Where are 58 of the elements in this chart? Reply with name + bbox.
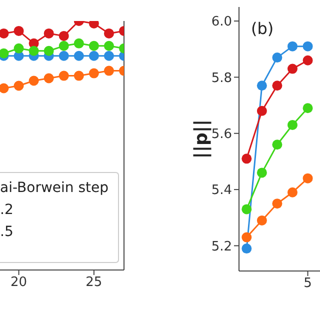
point — [272, 140, 282, 150]
point — [28, 76, 39, 86]
y-tick-label: 5.6 — [211, 127, 232, 142]
point — [58, 70, 69, 81]
point — [287, 120, 298, 130]
point — [302, 103, 313, 114]
point — [44, 46, 54, 56]
point — [0, 83, 9, 94]
point — [0, 48, 9, 58]
point — [44, 73, 54, 84]
point — [302, 41, 313, 52]
point — [242, 244, 252, 254]
point — [287, 187, 298, 198]
point — [74, 70, 84, 81]
point — [242, 204, 252, 214]
point — [256, 80, 267, 91]
x-tick-label: 25 — [86, 275, 102, 290]
point — [28, 46, 39, 56]
point — [256, 168, 267, 178]
y-axis-title: ||p|| — [191, 119, 212, 159]
annotation: .2 — [0, 201, 14, 220]
point — [58, 30, 69, 41]
y-tick-label: 6.0 — [211, 14, 232, 30]
x-tick-label: 5 — [304, 276, 312, 292]
point — [104, 66, 114, 76]
point — [74, 38, 84, 48]
point — [242, 154, 252, 164]
point — [242, 232, 252, 242]
point — [104, 28, 114, 38]
point — [104, 50, 114, 61]
x-tick-label: 20 — [10, 275, 28, 290]
point — [287, 64, 298, 74]
point — [272, 52, 282, 63]
point — [0, 28, 9, 38]
y-tick-label: 5.4 — [211, 183, 232, 198]
annotation: ai-Borwein step — [0, 179, 109, 198]
point — [302, 55, 313, 66]
annotation: (b) — [251, 19, 274, 38]
point — [256, 215, 267, 226]
y-tick-label: 5.8 — [211, 70, 232, 86]
point — [44, 28, 54, 38]
point — [256, 106, 267, 116]
point — [302, 173, 313, 184]
point — [272, 198, 282, 209]
point — [58, 50, 69, 61]
point — [14, 43, 24, 54]
point — [14, 80, 24, 91]
point — [88, 68, 99, 78]
point — [74, 50, 84, 61]
point — [88, 40, 99, 51]
point — [287, 41, 298, 52]
point — [272, 80, 282, 91]
point — [104, 40, 114, 51]
y-tick-label: 5.2 — [211, 239, 232, 254]
point — [14, 26, 24, 36]
point — [88, 50, 99, 61]
point — [58, 40, 69, 51]
annotation: .5 — [0, 223, 14, 242]
